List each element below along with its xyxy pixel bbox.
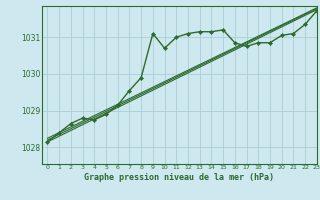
X-axis label: Graphe pression niveau de la mer (hPa): Graphe pression niveau de la mer (hPa) [84,173,274,182]
